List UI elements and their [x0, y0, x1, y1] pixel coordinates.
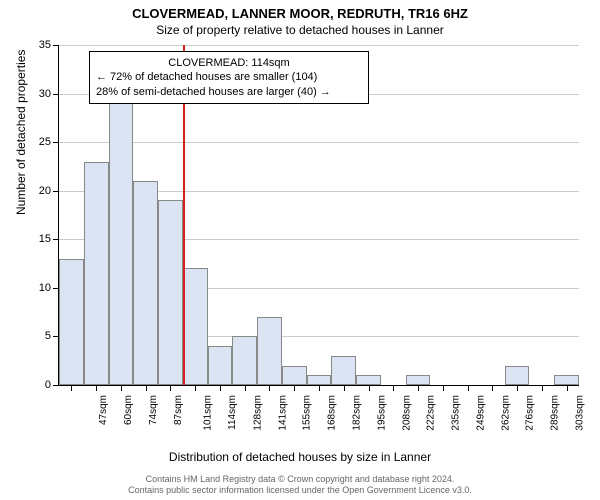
x-tick [443, 385, 444, 391]
annotation-line3: 28% of semi-detached houses are larger (… [96, 85, 362, 99]
histogram-bar [109, 103, 134, 385]
x-tick [567, 385, 568, 391]
x-tick-label: 155sqm [302, 395, 313, 431]
histogram-bar [84, 162, 109, 385]
footer-attribution: Contains HM Land Registry data © Crown c… [0, 474, 600, 496]
histogram-bar [208, 346, 233, 385]
y-tick [53, 45, 59, 46]
histogram-bar [158, 200, 183, 385]
y-tick-label: 20 [39, 185, 51, 197]
x-tick [517, 385, 518, 391]
y-tick-label: 15 [39, 233, 51, 245]
x-tick-label: 208sqm [401, 395, 412, 431]
x-tick-label: 235sqm [451, 395, 462, 431]
x-tick-label: 114sqm [227, 395, 238, 430]
grid-line [59, 45, 579, 46]
x-tick-label: 47sqm [98, 395, 109, 425]
grid-line [59, 142, 579, 143]
x-tick [418, 385, 419, 391]
histogram-bar [59, 259, 84, 385]
y-tick [53, 191, 59, 192]
y-tick-label: 5 [45, 330, 51, 342]
x-tick [121, 385, 122, 391]
x-tick-label: 303sqm [574, 395, 585, 431]
x-tick-label: 128sqm [253, 395, 264, 431]
y-tick-label: 25 [39, 136, 51, 148]
x-tick [319, 385, 320, 391]
x-tick [468, 385, 469, 391]
x-tick [220, 385, 221, 391]
x-tick [492, 385, 493, 391]
histogram-bar [232, 336, 257, 385]
annotation-line1: CLOVERMEAD: 114sqm [96, 56, 362, 70]
histogram-bar [554, 375, 579, 385]
x-tick [96, 385, 97, 391]
histogram-bar [282, 366, 307, 385]
x-tick-label: 276sqm [525, 395, 536, 431]
chart-title-sub: Size of property relative to detached ho… [0, 21, 600, 37]
histogram-plot: 0510152025303547sqm60sqm74sqm87sqm101sqm… [58, 45, 579, 386]
x-axis-title: Distribution of detached houses by size … [0, 450, 600, 464]
y-tick-label: 10 [39, 282, 51, 294]
histogram-bar [307, 375, 332, 385]
x-tick-label: 101sqm [203, 395, 214, 431]
histogram-bar [331, 356, 356, 385]
y-tick [53, 239, 59, 240]
y-tick-label: 0 [45, 379, 51, 391]
x-tick [542, 385, 543, 391]
x-tick [294, 385, 295, 391]
x-tick-label: 195sqm [376, 395, 387, 431]
histogram-bar [356, 375, 381, 385]
x-tick-label: 168sqm [327, 395, 338, 431]
x-tick-label: 222sqm [426, 395, 437, 431]
x-tick [393, 385, 394, 391]
x-tick-label: 87sqm [173, 395, 184, 425]
x-tick [245, 385, 246, 391]
annotation-line2: ← 72% of detached houses are smaller (10… [96, 70, 362, 84]
histogram-bar [133, 181, 158, 385]
y-tick-label: 35 [39, 39, 51, 51]
footer-line2: Contains public sector information licen… [0, 485, 600, 496]
histogram-bar [183, 268, 208, 385]
x-tick-label: 289sqm [550, 395, 561, 431]
x-tick-label: 74sqm [148, 395, 159, 425]
x-tick-label: 182sqm [352, 395, 363, 431]
x-tick [269, 385, 270, 391]
y-tick [53, 385, 59, 386]
x-tick-label: 60sqm [123, 395, 134, 425]
y-tick-label: 30 [39, 88, 51, 100]
chart-title-main: CLOVERMEAD, LANNER MOOR, REDRUTH, TR16 6… [0, 0, 600, 21]
y-tick [53, 94, 59, 95]
x-tick [344, 385, 345, 391]
x-tick [71, 385, 72, 391]
y-tick [53, 142, 59, 143]
annotation-box: CLOVERMEAD: 114sqm ← 72% of detached hou… [89, 51, 369, 104]
histogram-bar [406, 375, 431, 385]
x-tick [369, 385, 370, 391]
footer-line1: Contains HM Land Registry data © Crown c… [0, 474, 600, 485]
x-tick [146, 385, 147, 391]
x-tick-label: 262sqm [500, 395, 511, 431]
histogram-bar [505, 366, 530, 385]
y-axis-title: Number of detached properties [14, 50, 28, 215]
x-tick [195, 385, 196, 391]
x-tick-label: 141sqm [277, 395, 288, 431]
x-tick [170, 385, 171, 391]
x-tick-label: 249sqm [475, 395, 486, 431]
histogram-bar [257, 317, 282, 385]
